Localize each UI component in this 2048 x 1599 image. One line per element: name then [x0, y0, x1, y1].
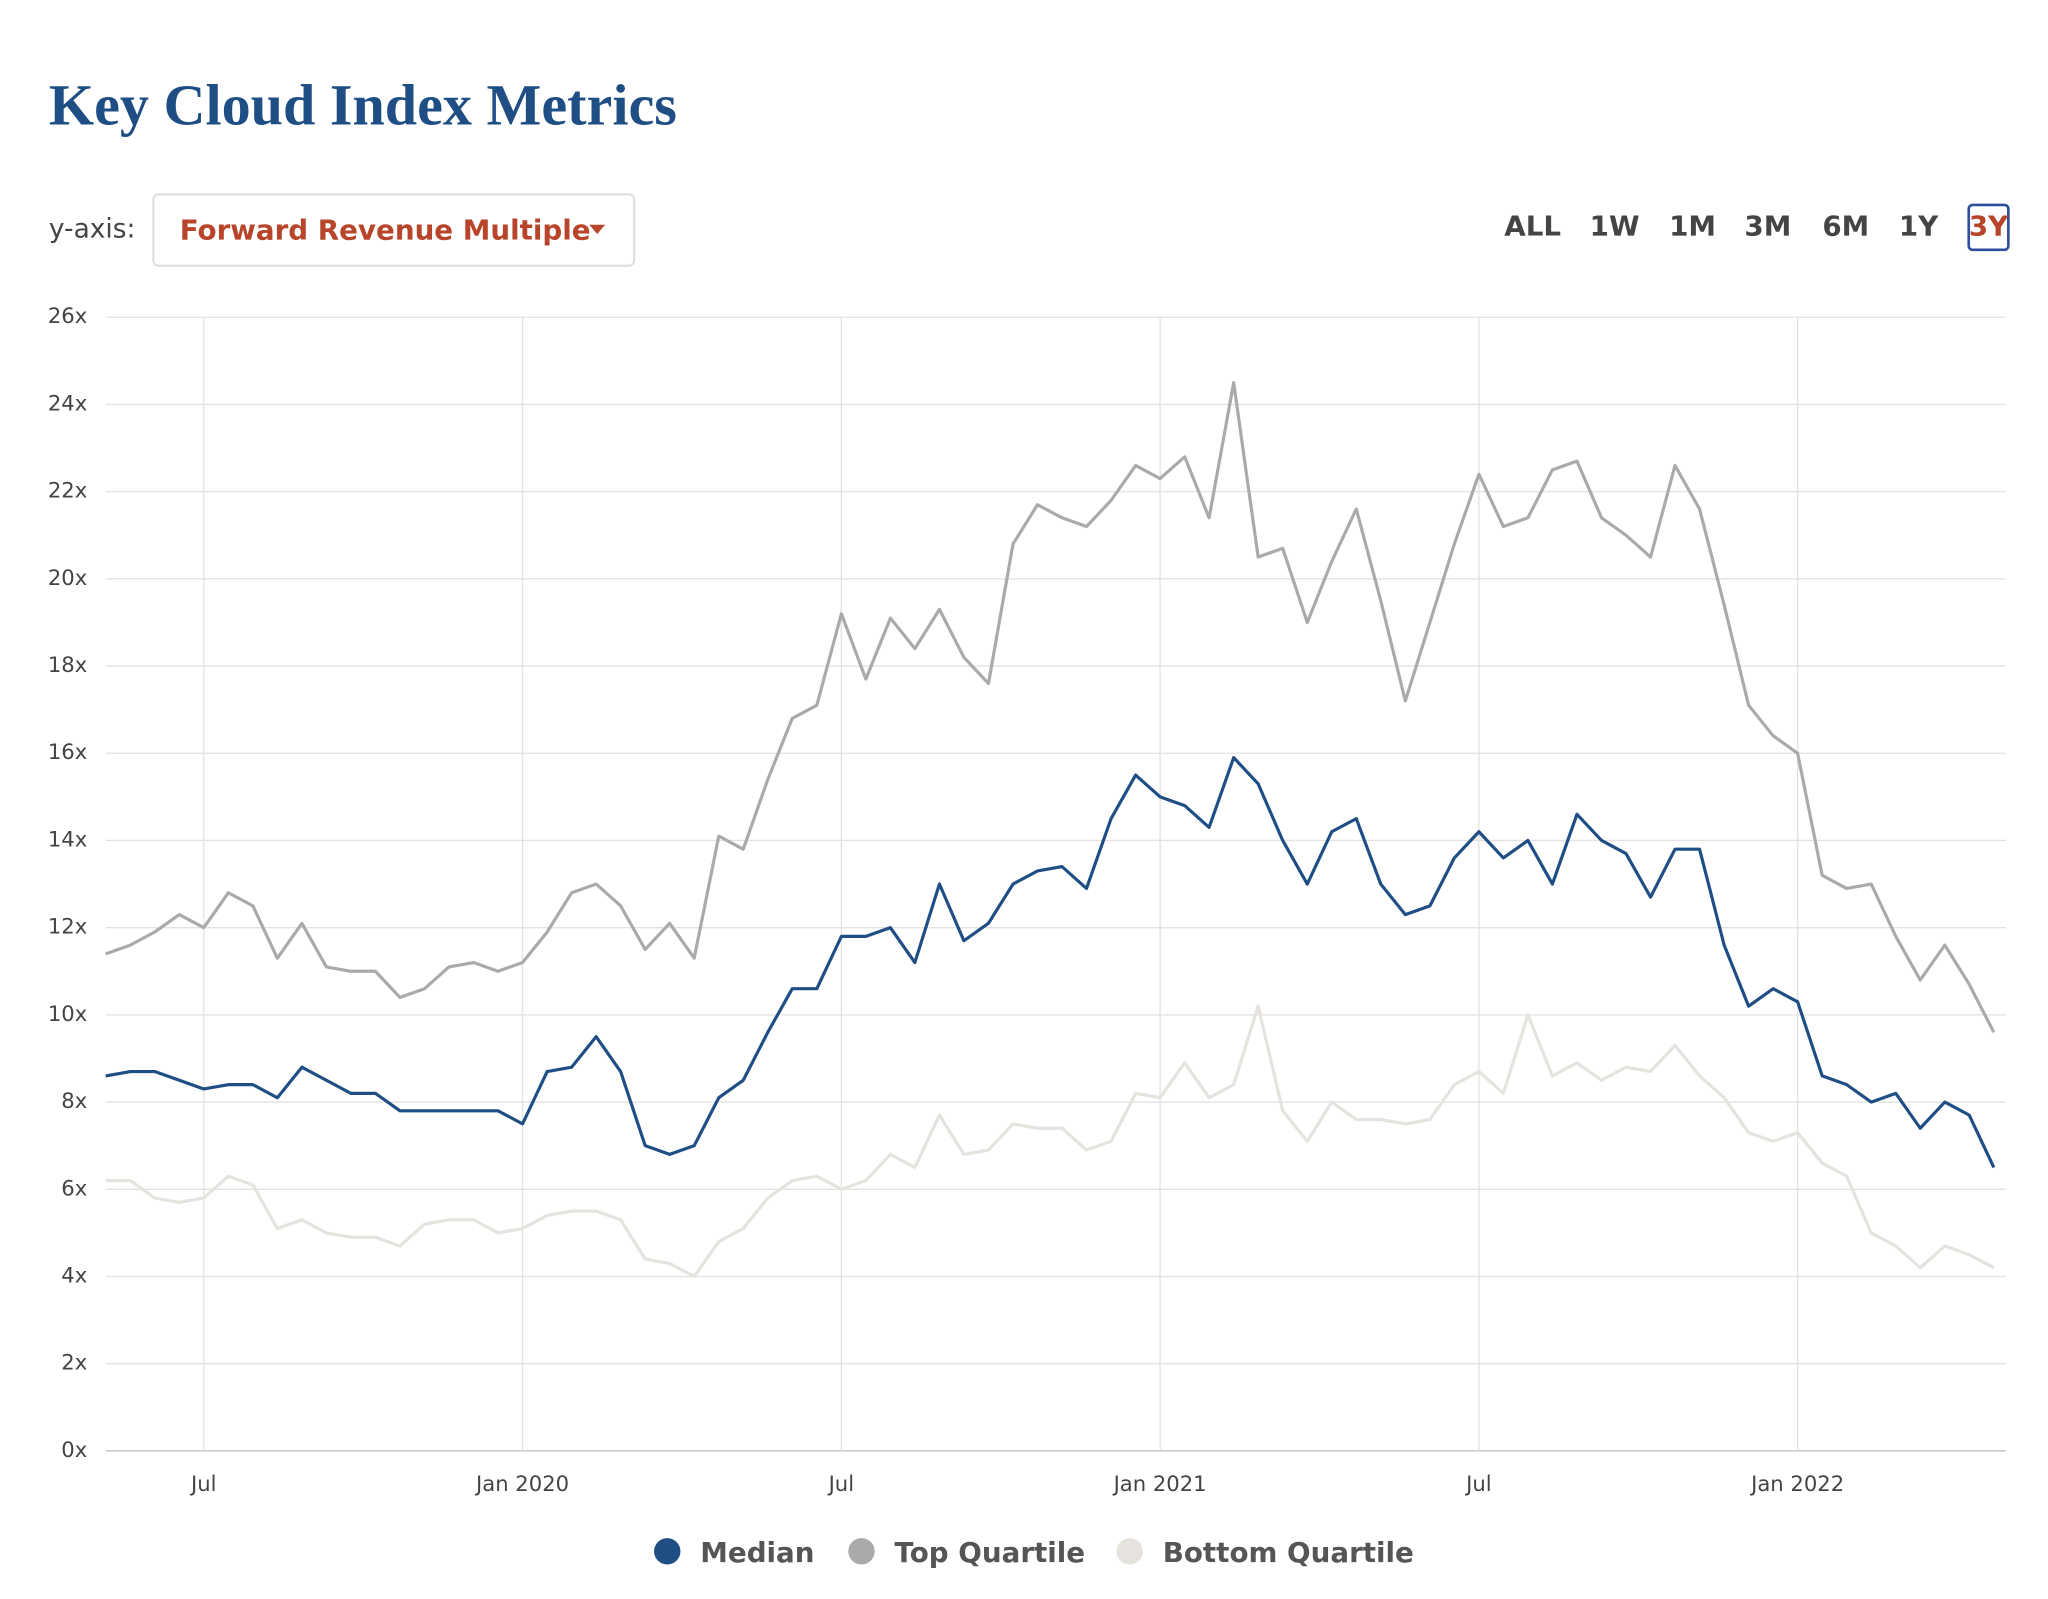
legend: Median Top Quartile Bottom Quartile [654, 1536, 1414, 1569]
legend-marker[interactable] [848, 1538, 875, 1565]
x-tick-label: Jan 2022 [1749, 1471, 1844, 1496]
legend-marker[interactable] [1116, 1538, 1143, 1565]
y-tick-label: 22x [48, 478, 87, 503]
y-tick-label: 18x [48, 652, 87, 677]
range-button[interactable]: 1Y [1899, 209, 1939, 242]
range-button[interactable]: 3M [1744, 209, 1791, 242]
series-line [105, 756, 1996, 1169]
y-tick-label: 10x [48, 1001, 87, 1026]
range-button[interactable]: ALL [1504, 209, 1561, 242]
select-caret [589, 224, 606, 234]
range-active-outline[interactable] [1967, 203, 2010, 252]
y-tick-label: 20x [48, 565, 87, 590]
x-tick-label: Jan 2021 [1112, 1471, 1207, 1496]
y-tick-label: 14x [48, 826, 87, 851]
y-tick-label: 6x [61, 1175, 87, 1200]
page-title: Key Cloud Index Metrics [49, 72, 677, 137]
legend-label[interactable]: Median [700, 1536, 814, 1569]
y-tick-label: 2x [61, 1350, 87, 1375]
select-box[interactable] [152, 193, 636, 267]
range-button[interactable]: 6M [1822, 209, 1869, 242]
range-button[interactable]: 1M [1669, 209, 1716, 242]
range-button[interactable]: 3Y [1969, 209, 2009, 242]
x-tick-label: Jul [189, 1471, 217, 1496]
y-tick-label: 12x [48, 914, 87, 939]
legend-marker[interactable] [654, 1538, 681, 1565]
y-tick-label: 0x [61, 1437, 87, 1462]
range-buttons: ALL 1W 1M 3M 6M 1Y 3Y [1504, 203, 2010, 252]
y-tick-label: 4x [61, 1262, 87, 1287]
legend-label[interactable]: Bottom Quartile [1163, 1536, 1414, 1569]
series-line [105, 381, 1996, 1034]
x-tick-label: Jul [827, 1471, 855, 1496]
select-value[interactable]: Forward Revenue Multiple [180, 213, 591, 246]
legend-label[interactable]: Top Quartile [895, 1536, 1086, 1569]
series-line [105, 1004, 1995, 1279]
y-tick-label: 16x [48, 739, 87, 764]
plot: 0x 2x 4x 6x 8x 10x 12x 14x 16x 18x 20x 22x 24x 26x Jul… [48, 303, 2006, 1496]
x-tick-label: Jul [1464, 1471, 1492, 1496]
y-tick-label: 8x [61, 1088, 87, 1113]
y-axis-label: y-axis: [49, 214, 135, 245]
x-tick-label: Jan 2020 [474, 1471, 569, 1496]
range-button[interactable]: 1W [1590, 209, 1640, 242]
y-axis-select[interactable]: Forward Revenue Multiple [152, 193, 636, 267]
y-tick-label: 26x [48, 303, 87, 328]
y-tick-label: 24x [48, 390, 87, 415]
